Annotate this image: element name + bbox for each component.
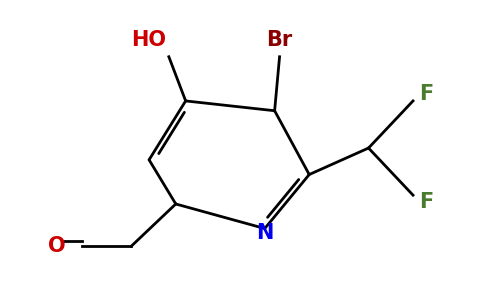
Text: HO: HO — [132, 30, 166, 50]
Text: F: F — [419, 192, 433, 212]
Text: N: N — [256, 224, 273, 243]
Text: O: O — [48, 236, 66, 256]
Text: F: F — [419, 84, 433, 104]
Text: Br: Br — [266, 30, 293, 50]
